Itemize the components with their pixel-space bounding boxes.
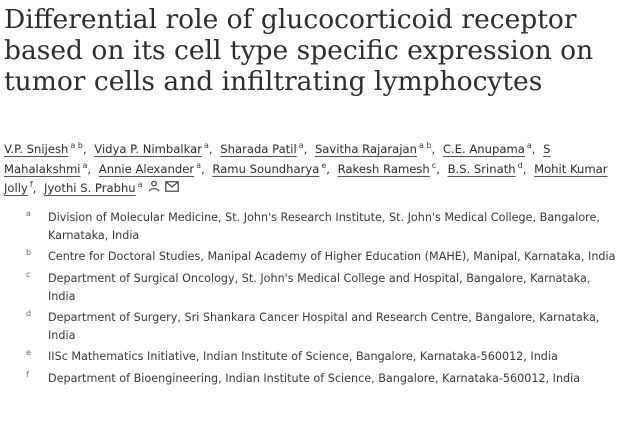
affiliation-item: c Department of Surgical Oncology, St. Jo… bbox=[26, 270, 616, 306]
affiliation-item: b Centre for Doctoral Studies, Manipal Ac… bbox=[26, 248, 616, 266]
affiliation-text: Division of Molecular Medicine, St. John… bbox=[48, 211, 600, 243]
affiliation-text: IISc Mathematics Initiative, Indian Inst… bbox=[48, 350, 558, 364]
author-name: Savitha Rajarajan bbox=[314, 142, 417, 156]
affiliation-key: d bbox=[26, 309, 32, 319]
affiliation-text: Department of Surgical Oncology, St. Joh… bbox=[48, 271, 591, 303]
author-link[interactable]: Rakesh Ramesh c bbox=[337, 160, 437, 176]
affiliation-text: Centre for Doctoral Studies, Manipal Aca… bbox=[48, 250, 616, 264]
affiliation-superscript[interactable]: a bbox=[82, 160, 88, 170]
affiliation-key: b bbox=[26, 248, 32, 258]
author-name: Jyothi S. Prabhu bbox=[44, 181, 136, 196]
affiliation-superscript[interactable]: a bbox=[203, 141, 209, 151]
affiliation-superscript[interactable]: a bbox=[196, 160, 202, 170]
author-separator: , bbox=[326, 161, 330, 176]
author-separator: , bbox=[87, 161, 92, 176]
article-title: Differential role of glucocorticoid rece… bbox=[4, 4, 594, 97]
affiliation-text: Department of Surgery, Sri Shankara Canc… bbox=[48, 311, 600, 343]
envelope-icon[interactable] bbox=[164, 179, 179, 199]
author-name: Ramu Soundharya bbox=[212, 161, 320, 176]
author-name: B.S. Srinath bbox=[447, 161, 516, 176]
affiliation-key: f bbox=[26, 369, 29, 379]
person-icon[interactable] bbox=[148, 179, 160, 199]
affiliation-item: a Division of Molecular Medicine, St. Joh… bbox=[26, 209, 616, 245]
affiliation-list: a Division of Molecular Medicine, St. Joh… bbox=[26, 209, 616, 391]
affiliation-superscript[interactable]: a bbox=[298, 141, 304, 151]
author-link[interactable]: C.E. Anupama a bbox=[443, 142, 532, 156]
author-link[interactable]: Vidya P. Nimbalkar a bbox=[94, 142, 209, 156]
author-separator: , bbox=[82, 142, 87, 156]
author-link[interactable]: Sharada Patil a bbox=[220, 142, 303, 156]
affiliation-superscript[interactable]: a bbox=[137, 180, 143, 190]
author-separator: , bbox=[201, 161, 205, 176]
affiliation-superscript[interactable]: f bbox=[29, 180, 33, 190]
author-separator: , bbox=[32, 181, 37, 196]
affiliation-superscript[interactable]: c bbox=[431, 160, 437, 170]
affiliation-superscript[interactable]: a b bbox=[418, 141, 432, 151]
author-name: C.E. Anupama bbox=[442, 142, 525, 156]
affiliation-superscript[interactable]: a bbox=[526, 141, 532, 151]
affiliation-text: Department of Bioengineering, Indian Ins… bbox=[48, 371, 581, 385]
author-separator: , bbox=[431, 142, 436, 156]
author-link[interactable]: Mohit Kumar Jolly f bbox=[4, 162, 608, 196]
affiliation-superscript[interactable]: d bbox=[517, 160, 523, 170]
affiliation-superscript[interactable]: a b bbox=[70, 141, 83, 151]
author-name: Rakesh Ramesh bbox=[337, 161, 430, 176]
author-name: S Mahalakshmi bbox=[4, 142, 551, 176]
author-name: Mohit Kumar Jolly bbox=[4, 161, 608, 196]
author-list: V.P. Snijesh a b, Vidya P. Nimbalkar a, Sh… bbox=[4, 140, 616, 199]
author-link[interactable]: Ramu Soundharya e bbox=[212, 160, 327, 176]
author-separator: , bbox=[531, 142, 536, 156]
author-separator: , bbox=[522, 161, 527, 176]
affiliation-key: a bbox=[26, 209, 31, 218]
author-name: Vidya P. Nimbalkar bbox=[94, 142, 202, 156]
author-link[interactable]: B.S. Srinath d bbox=[447, 160, 523, 176]
affiliation-key: c bbox=[26, 269, 31, 279]
affiliation-item: d Department of Surgery, Sri Shankara Can… bbox=[26, 309, 616, 345]
affiliation-item: e IISc Mathematics Initiative, Indian Ins… bbox=[26, 348, 616, 366]
author-separator: , bbox=[303, 142, 308, 156]
author-separator: , bbox=[208, 142, 213, 156]
author-name: Sharada Patil bbox=[220, 142, 297, 156]
author-link[interactable]: Savitha Rajarajan a b bbox=[315, 142, 432, 156]
author-name: Annie Alexander bbox=[98, 161, 195, 176]
author-name: V.P. Snijesh bbox=[4, 142, 69, 156]
author-link[interactable]: Annie Alexander a bbox=[98, 160, 202, 176]
author-separator: , bbox=[436, 161, 440, 176]
author-link[interactable]: Jyothi S. Prabhu a bbox=[44, 181, 143, 195]
affiliation-key: e bbox=[26, 348, 31, 358]
affiliation-superscript[interactable]: e bbox=[321, 160, 327, 170]
author-link[interactable]: S Mahalakshmi a bbox=[4, 142, 550, 176]
affiliation-item: f Department of Bioengineering, Indian In… bbox=[26, 370, 616, 388]
author-link[interactable]: V.P. Snijesh a b bbox=[4, 142, 83, 156]
